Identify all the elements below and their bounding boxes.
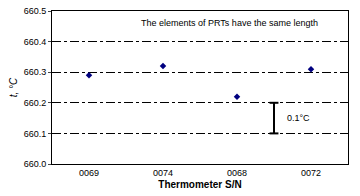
svg-text:660.0: 660.0 [24,159,47,169]
svg-text:0074: 0074 [153,168,173,178]
svg-text:660.3: 660.3 [24,67,47,77]
svg-text:660.1: 660.1 [24,129,47,139]
svg-text:660.4: 660.4 [24,37,47,47]
svg-text:0069: 0069 [79,168,99,178]
svg-text:The elements of PRTs have the: The elements of PRTs have the same lengt… [141,18,318,28]
svg-text:660.5: 660.5 [24,6,47,16]
svg-text:t, °C: t, °C [8,77,19,97]
svg-text:0072: 0072 [301,168,321,178]
svg-text:Thermometer S/N: Thermometer S/N [158,179,241,190]
svg-text:0068: 0068 [227,168,247,178]
svg-text:660.2: 660.2 [24,98,47,108]
svg-text:0.1°C: 0.1°C [287,113,310,123]
